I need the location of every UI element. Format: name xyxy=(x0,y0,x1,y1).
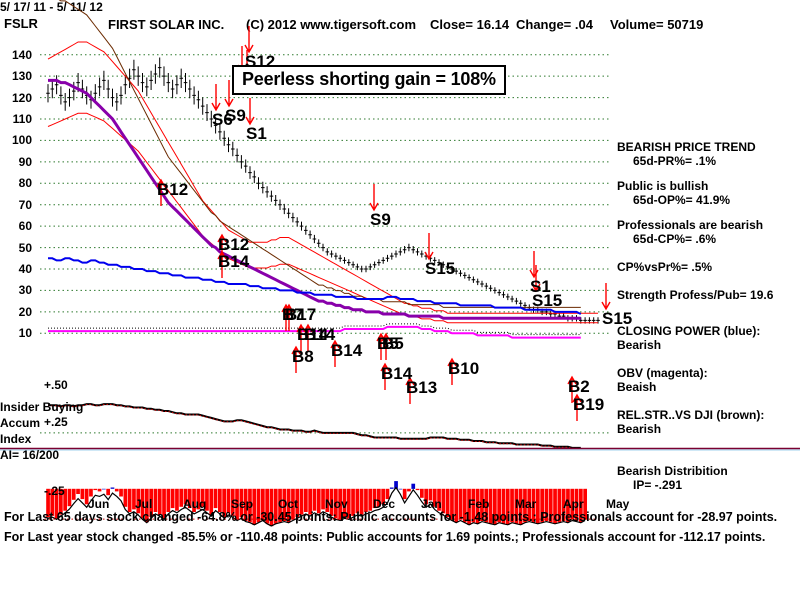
price-tick-label: 140 xyxy=(11,47,32,62)
price-tick-label: 120 xyxy=(11,90,32,105)
signal-label-b14: B14 xyxy=(304,325,336,344)
date-range: 5/ 17/ 11 - 5/ 11/ 12 xyxy=(0,0,103,14)
public-title: Public is bullish xyxy=(617,179,709,193)
signal-label-b8: B8 xyxy=(292,347,314,366)
cpvspr-block: CP%vsPr%= .5% xyxy=(617,260,800,274)
price-tick-label: 80 xyxy=(18,176,32,191)
relative-strength-value: Bearish xyxy=(617,422,662,436)
month-tick-label: May xyxy=(606,497,630,511)
professionals-block: Professionals are bearish 65d-CP%= .6% xyxy=(617,218,800,246)
signal-label-s6: S6 xyxy=(212,110,233,129)
trend-title: BEARISH PRICE TREND xyxy=(617,140,756,154)
signal-label-s15: S15 xyxy=(602,309,633,328)
signal-label-s15: S15 xyxy=(425,259,456,278)
month-tick-label: Dec xyxy=(373,497,396,511)
signal-label-b2: B2 xyxy=(568,377,590,396)
strength-block: Strength Profess/Pub= 19.6 xyxy=(617,288,800,302)
month-tick-label: Oct xyxy=(278,497,299,511)
signal-label-s1: S1 xyxy=(246,124,267,143)
signal-label-b12: B12 xyxy=(157,180,189,199)
price-change: Change= .04 xyxy=(516,17,593,32)
footer-line-year: For Last year stock changed -85.5% or -1… xyxy=(4,530,766,544)
relative-strength-title: REL.STR..VS DJI (brown): xyxy=(617,408,765,422)
trend-block: BEARISH PRICE TREND 65d-PR%= .1% xyxy=(617,140,800,168)
signal-label-s9: S9 xyxy=(370,210,391,229)
label-index: Index xyxy=(0,432,32,446)
obv-block: OBV (magenta): Beaish xyxy=(617,366,800,394)
month-tick-label: Nov xyxy=(325,497,348,511)
relative-strength-block: REL.STR..VS DJI (brown): Bearish xyxy=(617,408,800,436)
signal-label-b17: B17 xyxy=(285,305,317,324)
close-price: Close= 16.14 xyxy=(430,17,510,32)
cpvspr-value: CP%vsPr%= .5% xyxy=(617,260,713,274)
signal-label-b10: B10 xyxy=(448,359,480,378)
price-tick-label: 30 xyxy=(18,283,32,298)
distribution-value: IP= -.291 xyxy=(633,478,683,492)
volume: Volume= 50719 xyxy=(610,17,704,32)
month-tick-label: Apr xyxy=(563,497,584,511)
distribution-block: Bearish Distribition IP= -.291 xyxy=(617,464,800,492)
professionals-value: 65d-CP%= .6% xyxy=(633,232,717,246)
label-plus-25: +.25 xyxy=(44,415,68,429)
month-tick-label: Sep xyxy=(231,497,254,511)
price-tick-label: 90 xyxy=(18,154,32,169)
signal-label-s1: S1 xyxy=(530,277,551,296)
company-name: FIRST SOLAR INC. xyxy=(108,17,225,32)
obv-title: OBV (magenta): xyxy=(617,366,708,380)
signal-label-s9: S9 xyxy=(225,106,246,125)
footer-line-65days: For Last 65 days stock changed -64.8% or… xyxy=(4,510,778,524)
public-value: 65d-OP%= 41.9% xyxy=(633,193,731,207)
obv-value: Beaish xyxy=(617,380,657,394)
signal-label-b14: B14 xyxy=(331,341,363,360)
price-tick-label: 110 xyxy=(12,112,32,126)
peerless-gain-callout: Peerless shorting gain = 108% xyxy=(232,65,506,95)
closing-power-title: CLOSING POWER (blue): xyxy=(617,324,761,338)
price-tick-label: 100 xyxy=(11,133,32,148)
label-minus-25: -.25 xyxy=(44,484,65,498)
label-plus-50: +.50 xyxy=(44,378,68,392)
month-tick-label: Jan xyxy=(421,497,442,511)
price-chart-svg xyxy=(0,0,800,527)
closing-power-value: Bearish xyxy=(617,338,662,352)
month-tick-label: Feb xyxy=(468,497,490,511)
signal-label-b12: B12 xyxy=(218,235,250,254)
label-insider-buying: Insider Buying xyxy=(0,400,84,414)
price-tick-label: 130 xyxy=(11,69,32,84)
copyright-notice: (C) 2012 www.tigersoft.com xyxy=(246,17,416,32)
price-tick-label: 40 xyxy=(18,262,32,276)
label-accum: Accum xyxy=(0,416,41,430)
closing-power-block: CLOSING POWER (blue): Bearish xyxy=(617,324,800,352)
price-tick-label: 70 xyxy=(18,197,32,212)
strength-value: Strength Profess/Pub= 19.6 xyxy=(617,288,774,302)
signal-label-b14: B14 xyxy=(297,325,329,344)
price-tick-label: 50 xyxy=(18,240,32,255)
month-tick-label: Aug xyxy=(183,497,207,511)
month-tick-label: Mar xyxy=(515,497,537,511)
trend-value: 65d-PR%= .1% xyxy=(633,154,717,168)
price-tick-label: 20 xyxy=(18,304,32,319)
signal-label-b7: B7 xyxy=(282,305,304,324)
signal-label-b14: B14 xyxy=(381,364,413,383)
label-ai-value: AI= 16/200 xyxy=(0,448,60,462)
signal-label-b19: B19 xyxy=(573,395,605,414)
signal-label-b5: B5 xyxy=(377,334,399,353)
distribution-title: Bearish Distribition xyxy=(617,464,728,478)
signal-label-b14: B14 xyxy=(218,252,250,271)
professionals-title: Professionals are bearish xyxy=(617,218,764,232)
price-tick-label: 10 xyxy=(18,326,32,341)
month-tick-label: Jul xyxy=(135,497,153,511)
price-tick-label: 60 xyxy=(18,219,32,234)
analysis-side-panel: BEARISH PRICE TREND 65d-PR%= .1% Public … xyxy=(617,140,800,503)
signal-label-b13: B13 xyxy=(406,378,438,397)
signal-label-s15: S15 xyxy=(532,291,563,310)
public-block: Public is bullish 65d-OP%= 41.9% xyxy=(617,179,800,207)
ticker-symbol: FSLR xyxy=(4,16,38,31)
chart-plot-area xyxy=(0,0,800,527)
signal-label-b5: B5 xyxy=(382,334,404,353)
month-tick-label: Jun xyxy=(88,497,110,511)
